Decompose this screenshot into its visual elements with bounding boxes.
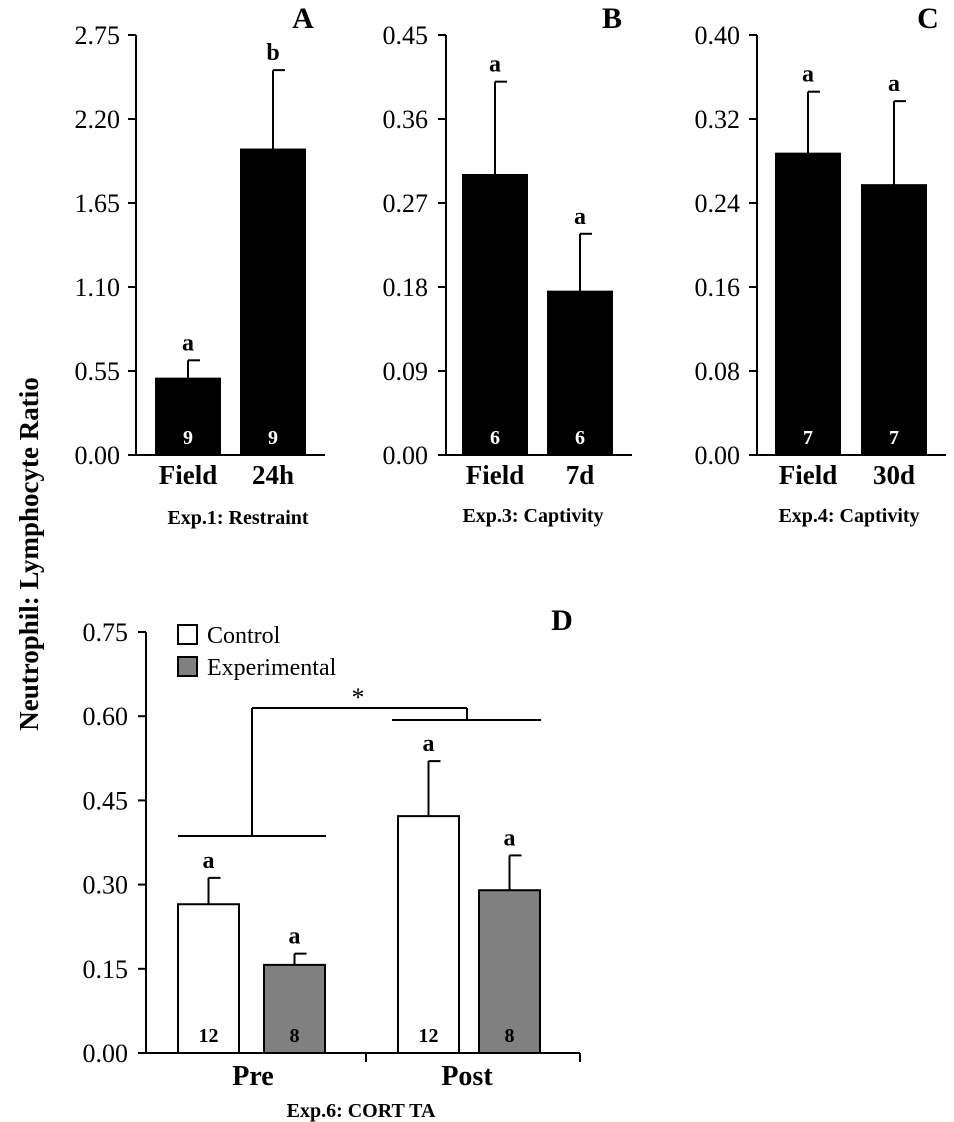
y-tick-label: 0.00 [83,1039,129,1068]
y-axis-title: Neutrophil: Lymphocyte Ratio [14,377,44,731]
x-tick-label: Field [466,460,525,490]
legend-swatch [177,656,198,677]
panel-letter: A [292,2,314,35]
bar [861,184,927,456]
y-tick-label: 0.45 [383,21,429,50]
significance-marker: * [352,683,365,712]
x-axis-title: Exp.4: Captivity [778,505,919,527]
bar [155,377,221,456]
significance-letter: a [289,924,301,950]
significance-letter: a [489,52,501,78]
x-tick-label: Pre [232,1061,273,1092]
y-tick-label: 0.40 [695,21,741,50]
y-tick-label: 0.30 [83,871,129,900]
y-tick-label: 0.24 [695,189,741,218]
y-tick-label: 0.18 [383,273,429,302]
bar [397,815,460,1054]
significance-letter: a [888,71,900,97]
y-tick-label: 2.20 [75,105,121,134]
y-tick-label: 1.65 [75,189,121,218]
y-tick-label: 0.75 [83,618,129,647]
y-tick-label: 2.75 [75,21,121,50]
y-tick-label: 0.55 [75,357,121,386]
significance-letter: a [182,330,194,356]
x-tick-label: Field [159,460,218,490]
bar [263,963,326,1054]
y-tick-label: 0.09 [383,357,429,386]
sample-size-label: 9 [268,427,278,449]
y-tick-label: 0.00 [695,441,741,470]
y-tick-label: 0.32 [695,105,741,134]
y-tick-label: 0.00 [383,441,429,470]
significance-letter: a [574,204,586,230]
y-tick-label: 0.15 [83,955,129,984]
y-tick-label: 0.36 [383,105,429,134]
y-tick-label: 0.00 [75,441,121,470]
sample-size-label: 12 [419,1025,439,1047]
bar [775,152,841,456]
sample-size-label: 12 [199,1025,219,1047]
x-tick-label: Field [779,460,838,490]
y-tick-label: 0.27 [383,189,429,218]
y-tick-label: 0.08 [695,357,741,386]
y-tick-label: 0.45 [83,786,129,815]
significance-letter: a [802,62,814,88]
sample-size-label: 7 [803,427,813,449]
sample-size-label: 6 [490,427,500,449]
x-axis-title: Exp.6: CORT TA [287,1100,436,1122]
panel-letter: B [602,2,622,35]
bar [478,889,541,1054]
chart-layer: 0.00 0.55 1.10 1.65 2.20 2.75 A Exp.1: Restrain… [75,2,946,1122]
y-tick-label: 0.60 [83,702,129,731]
legend-label: Experimental [207,655,337,681]
bar [462,174,528,456]
sample-size-label: 6 [575,427,585,449]
bar [240,148,306,457]
x-tick-label: 30d [873,460,915,490]
legend-label: Control [207,623,281,649]
legend-swatch [177,624,198,645]
bar [547,290,613,456]
x-tick-label: 24h [252,460,294,490]
sample-size-label: 7 [889,427,899,449]
significance-letter: a [203,848,215,874]
x-tick-label: Post [441,1061,493,1092]
significance-letter: a [423,731,435,757]
bar [177,903,240,1054]
x-axis-title: Exp.3: Captivity [462,505,603,527]
panel-letter: D [551,604,573,637]
y-tick-label: 0.16 [695,273,741,302]
significance-letter: a [504,825,516,851]
sample-size-label: 8 [290,1025,300,1047]
x-axis-title: Exp.1: Restraint [167,507,308,529]
sample-size-label: 9 [183,427,193,449]
sample-size-label: 8 [505,1025,515,1047]
significance-letter: b [266,40,279,66]
y-tick-label: 1.10 [75,273,121,302]
x-tick-label: 7d [566,460,595,490]
panel-letter: C [917,2,939,35]
